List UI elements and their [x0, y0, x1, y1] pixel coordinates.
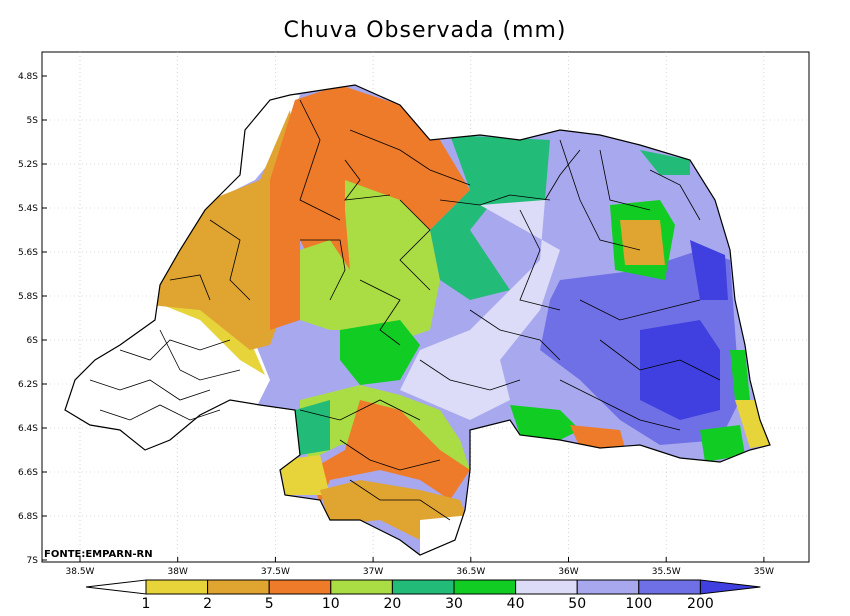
field-20mm [295, 400, 330, 455]
field-2mm [620, 220, 665, 265]
colorbar-swatch [515, 579, 578, 595]
field-5mm [570, 425, 625, 448]
field-30mm [700, 425, 745, 462]
lat-tick-label: 5S [27, 116, 39, 126]
colorbar-label: 2 [203, 596, 212, 612]
field-30mm [510, 405, 580, 440]
field-1mm [735, 400, 770, 448]
field-1mm [150, 300, 265, 375]
field-1mm [280, 455, 330, 495]
field-200mm [640, 320, 720, 420]
colorbar-under-triangle [85, 579, 147, 595]
lon-tick-label: 37W [363, 567, 383, 577]
lat-tick-label: 5.2S [18, 160, 38, 170]
lon-tick-label: 37.5W [261, 567, 290, 577]
lon-tick-label: 36.5W [456, 567, 485, 577]
colorbar-swatch [391, 579, 455, 595]
colorbar-label: 20 [383, 596, 401, 612]
colorbar-label: 30 [445, 596, 463, 612]
municipality-borders [89, 99, 721, 521]
state-outline [64, 84, 771, 556]
colorbar-over-triangle [699, 579, 761, 595]
lon-tick-label: 35.5W [652, 567, 681, 577]
field-20mm [640, 150, 690, 175]
lat-tick-label: 5.4S [18, 204, 38, 214]
lat-tick-label: 6S [27, 336, 39, 346]
colorbar-swatch [330, 579, 393, 595]
colorbar-swatch [453, 579, 517, 595]
colorbar-label: 1 [142, 596, 151, 612]
lon-tick-label: 35W [754, 567, 774, 577]
lon-tick-label: 38.5W [66, 567, 95, 577]
colorbar-swatch [638, 579, 701, 595]
colorbar-label: 200 [687, 596, 714, 612]
lat-tick-label: 4.8S [18, 72, 38, 82]
lat-tick-label: 6.2S [18, 380, 38, 390]
lat-tick-label: 6.8S [18, 512, 38, 522]
lon-tick-label: 36W [558, 567, 578, 577]
lon-tick-label: 38W [168, 567, 188, 577]
lat-tick-label: 5.6S [18, 248, 38, 258]
colorbar-label: 100 [625, 596, 652, 612]
colorbar: 1 2 5 10 20 30 40 50 100 200 [85, 579, 761, 612]
field-10mm [300, 180, 440, 340]
field-30mm [730, 350, 750, 400]
map-title: Chuva Observada (mm) [283, 18, 567, 43]
colorbar-swatch [576, 579, 640, 595]
longitude-labels: 38.5W 38W 37.5W 37W 36.5W 36W 35.5W 35W [66, 557, 774, 577]
colorbar-label: 50 [568, 596, 586, 612]
lat-tick-label: 6.6S [18, 468, 38, 478]
colorbar-swatch [268, 579, 332, 595]
latitude-labels: 4.8S 5S 5.2S 5.4S 5.6S 5.8S 6S 6.2S 6.4S 6.6S 6.8S… [18, 72, 47, 566]
field-40mm [400, 200, 560, 420]
lat-tick-label: 6.4S [18, 424, 38, 434]
colorbar-swatch [207, 579, 270, 595]
lat-tick-label: 7S [27, 556, 39, 566]
lat-tick-label: 5.8S [18, 292, 38, 302]
colorbar-label: 10 [322, 596, 340, 612]
field-200mm [690, 240, 728, 300]
field-20mm [430, 135, 550, 300]
field-30mm [340, 320, 420, 385]
colorbar-label: 5 [265, 596, 274, 612]
source-label: FONTE:EMPARN-RN [44, 549, 153, 560]
colorbar-label: 40 [507, 596, 525, 612]
field-5mm [310, 400, 470, 505]
colorbar-swatch [145, 579, 209, 595]
